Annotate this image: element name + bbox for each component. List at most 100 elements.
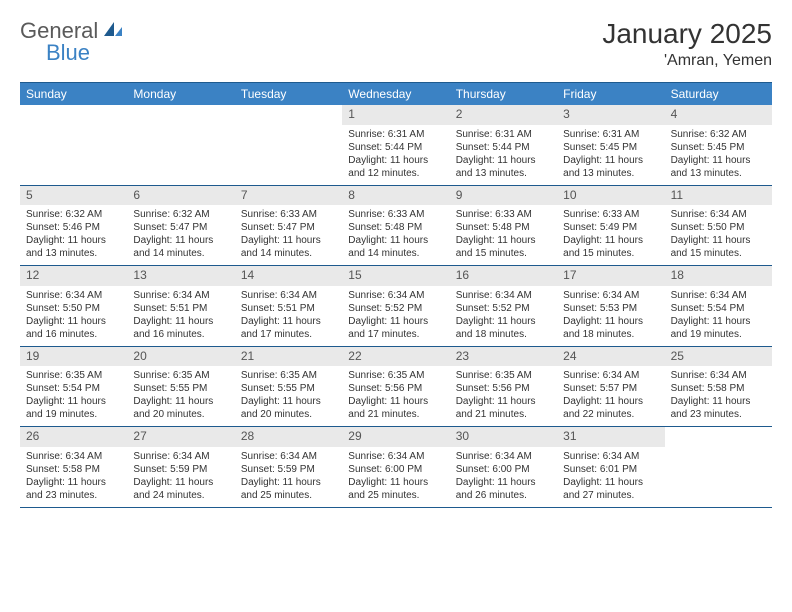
sunset-line: Sunset: 5:58 PM (671, 382, 766, 395)
sunrise-line: Sunrise: 6:35 AM (241, 369, 336, 382)
daylight-line: Daylight: 11 hours and 15 minutes. (456, 234, 551, 260)
day-number: 3 (557, 105, 664, 125)
sunset-line: Sunset: 5:54 PM (26, 382, 121, 395)
day-number: 28 (235, 427, 342, 447)
day-number (127, 105, 234, 125)
day-number: 8 (342, 186, 449, 206)
sunset-line: Sunset: 5:52 PM (348, 302, 443, 315)
sunset-line: Sunset: 6:00 PM (456, 463, 551, 476)
day-number (665, 427, 772, 447)
day-number: 26 (20, 427, 127, 447)
calendar-cell (235, 105, 342, 185)
daylight-line: Daylight: 11 hours and 19 minutes. (671, 315, 766, 341)
daylight-line: Daylight: 11 hours and 17 minutes. (241, 315, 336, 341)
sunrise-line: Sunrise: 6:35 AM (26, 369, 121, 382)
sunset-line: Sunset: 5:56 PM (456, 382, 551, 395)
cell-body: Sunrise: 6:34 AMSunset: 5:51 PMDaylight:… (127, 286, 234, 346)
daylight-line: Daylight: 11 hours and 14 minutes. (133, 234, 228, 260)
calendar-cell: 15Sunrise: 6:34 AMSunset: 5:52 PMDayligh… (342, 266, 449, 346)
sunset-line: Sunset: 5:50 PM (671, 221, 766, 234)
daylight-line: Daylight: 11 hours and 18 minutes. (456, 315, 551, 341)
sunset-line: Sunset: 5:46 PM (26, 221, 121, 234)
cell-body: Sunrise: 6:34 AMSunset: 6:01 PMDaylight:… (557, 447, 664, 507)
cell-body: Sunrise: 6:34 AMSunset: 5:52 PMDaylight:… (450, 286, 557, 346)
sunrise-line: Sunrise: 6:31 AM (456, 128, 551, 141)
week-row: 26Sunrise: 6:34 AMSunset: 5:58 PMDayligh… (20, 427, 772, 508)
sunrise-line: Sunrise: 6:34 AM (456, 450, 551, 463)
calendar-cell: 26Sunrise: 6:34 AMSunset: 5:58 PMDayligh… (20, 427, 127, 507)
sunrise-line: Sunrise: 6:34 AM (563, 369, 658, 382)
day-number: 18 (665, 266, 772, 286)
day-number: 14 (235, 266, 342, 286)
day-number: 5 (20, 186, 127, 206)
sunset-line: Sunset: 5:51 PM (133, 302, 228, 315)
cell-body: Sunrise: 6:35 AMSunset: 5:56 PMDaylight:… (342, 366, 449, 426)
cell-body: Sunrise: 6:32 AMSunset: 5:45 PMDaylight:… (665, 125, 772, 185)
sunrise-line: Sunrise: 6:33 AM (456, 208, 551, 221)
sunset-line: Sunset: 5:51 PM (241, 302, 336, 315)
sunset-line: Sunset: 5:50 PM (26, 302, 121, 315)
cell-body: Sunrise: 6:33 AMSunset: 5:47 PMDaylight:… (235, 205, 342, 265)
day-number: 19 (20, 347, 127, 367)
sunrise-line: Sunrise: 6:35 AM (133, 369, 228, 382)
day-number: 9 (450, 186, 557, 206)
cell-body: Sunrise: 6:35 AMSunset: 5:55 PMDaylight:… (127, 366, 234, 426)
calendar-cell (127, 105, 234, 185)
sunset-line: Sunset: 5:52 PM (456, 302, 551, 315)
calendar-cell: 9Sunrise: 6:33 AMSunset: 5:48 PMDaylight… (450, 186, 557, 266)
calendar-cell: 19Sunrise: 6:35 AMSunset: 5:54 PMDayligh… (20, 347, 127, 427)
calendar-cell: 25Sunrise: 6:34 AMSunset: 5:58 PMDayligh… (665, 347, 772, 427)
calendar-cell: 28Sunrise: 6:34 AMSunset: 5:59 PMDayligh… (235, 427, 342, 507)
day-number: 22 (342, 347, 449, 367)
sunset-line: Sunset: 5:48 PM (348, 221, 443, 234)
day-number: 17 (557, 266, 664, 286)
sunset-line: Sunset: 5:55 PM (241, 382, 336, 395)
day-header-friday: Friday (557, 83, 664, 105)
sunset-line: Sunset: 5:47 PM (241, 221, 336, 234)
sunrise-line: Sunrise: 6:34 AM (671, 289, 766, 302)
calendar-cell: 30Sunrise: 6:34 AMSunset: 6:00 PMDayligh… (450, 427, 557, 507)
daylight-line: Daylight: 11 hours and 20 minutes. (133, 395, 228, 421)
daylight-line: Daylight: 11 hours and 21 minutes. (348, 395, 443, 421)
cell-body: Sunrise: 6:34 AMSunset: 5:50 PMDaylight:… (20, 286, 127, 346)
cell-body: Sunrise: 6:31 AMSunset: 5:45 PMDaylight:… (557, 125, 664, 185)
calendar-cell: 17Sunrise: 6:34 AMSunset: 5:53 PMDayligh… (557, 266, 664, 346)
day-number: 1 (342, 105, 449, 125)
calendar-cell: 24Sunrise: 6:34 AMSunset: 5:57 PMDayligh… (557, 347, 664, 427)
header: General January 2025 'Amran, Yemen (20, 18, 772, 70)
daylight-line: Daylight: 11 hours and 20 minutes. (241, 395, 336, 421)
day-headers-row: SundayMondayTuesdayWednesdayThursdayFrid… (20, 83, 772, 105)
cell-body: Sunrise: 6:34 AMSunset: 6:00 PMDaylight:… (342, 447, 449, 507)
sunrise-line: Sunrise: 6:33 AM (563, 208, 658, 221)
calendar-cell: 10Sunrise: 6:33 AMSunset: 5:49 PMDayligh… (557, 186, 664, 266)
daylight-line: Daylight: 11 hours and 16 minutes. (26, 315, 121, 341)
sunrise-line: Sunrise: 6:32 AM (671, 128, 766, 141)
daylight-line: Daylight: 11 hours and 27 minutes. (563, 476, 658, 502)
sunrise-line: Sunrise: 6:32 AM (26, 208, 121, 221)
sunset-line: Sunset: 5:53 PM (563, 302, 658, 315)
sunrise-line: Sunrise: 6:31 AM (563, 128, 658, 141)
calendar-cell: 4Sunrise: 6:32 AMSunset: 5:45 PMDaylight… (665, 105, 772, 185)
cell-body: Sunrise: 6:32 AMSunset: 5:46 PMDaylight:… (20, 205, 127, 265)
daylight-line: Daylight: 11 hours and 26 minutes. (456, 476, 551, 502)
sunset-line: Sunset: 5:45 PM (563, 141, 658, 154)
sunrise-line: Sunrise: 6:34 AM (241, 450, 336, 463)
title-block: January 2025 'Amran, Yemen (602, 18, 772, 70)
sunrise-line: Sunrise: 6:34 AM (26, 289, 121, 302)
sunset-line: Sunset: 6:01 PM (563, 463, 658, 476)
sunset-line: Sunset: 5:56 PM (348, 382, 443, 395)
daylight-line: Daylight: 11 hours and 17 minutes. (348, 315, 443, 341)
calendar: SundayMondayTuesdayWednesdayThursdayFrid… (20, 82, 772, 508)
day-number (20, 105, 127, 125)
cell-body: Sunrise: 6:34 AMSunset: 5:59 PMDaylight:… (127, 447, 234, 507)
cell-body: Sunrise: 6:34 AMSunset: 5:58 PMDaylight:… (20, 447, 127, 507)
cell-body: Sunrise: 6:34 AMSunset: 5:52 PMDaylight:… (342, 286, 449, 346)
sunrise-line: Sunrise: 6:34 AM (241, 289, 336, 302)
cell-body: Sunrise: 6:34 AMSunset: 5:51 PMDaylight:… (235, 286, 342, 346)
sunrise-line: Sunrise: 6:32 AM (133, 208, 228, 221)
sunrise-line: Sunrise: 6:31 AM (348, 128, 443, 141)
sunrise-line: Sunrise: 6:33 AM (241, 208, 336, 221)
cell-body: Sunrise: 6:35 AMSunset: 5:54 PMDaylight:… (20, 366, 127, 426)
calendar-cell (20, 105, 127, 185)
sunrise-line: Sunrise: 6:33 AM (348, 208, 443, 221)
